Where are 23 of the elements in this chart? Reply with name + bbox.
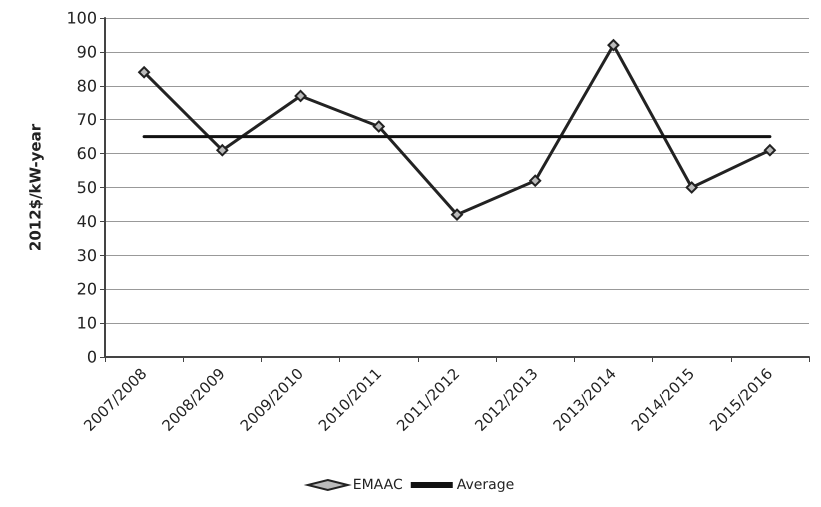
y-tick-label: 60 (76, 144, 97, 164)
point (216, 144, 228, 156)
point (764, 144, 776, 156)
y-tick-label: 50 (76, 178, 97, 197)
y-tick-label: 100 (66, 8, 97, 28)
y-tick-label: 30 (76, 246, 97, 265)
y-tick-label: 10 (76, 314, 97, 333)
y-tick-label: 40 (76, 212, 97, 231)
point (607, 39, 620, 52)
point (686, 182, 698, 194)
point (451, 208, 463, 221)
legend-label: EMAAC (352, 477, 403, 493)
y-tick-label: 20 (76, 280, 97, 299)
point (372, 120, 385, 132)
y-axis-title: 2012$/kW-year (26, 123, 44, 252)
point (294, 90, 307, 102)
point (529, 174, 542, 187)
point (138, 66, 150, 78)
y-tick-label: 80 (76, 76, 97, 96)
y-tick-label: 90 (76, 42, 97, 62)
y-tick-label: 0 (86, 348, 97, 366)
legend-label: Average (456, 477, 514, 493)
y-tick-label: 70 (76, 110, 97, 130)
